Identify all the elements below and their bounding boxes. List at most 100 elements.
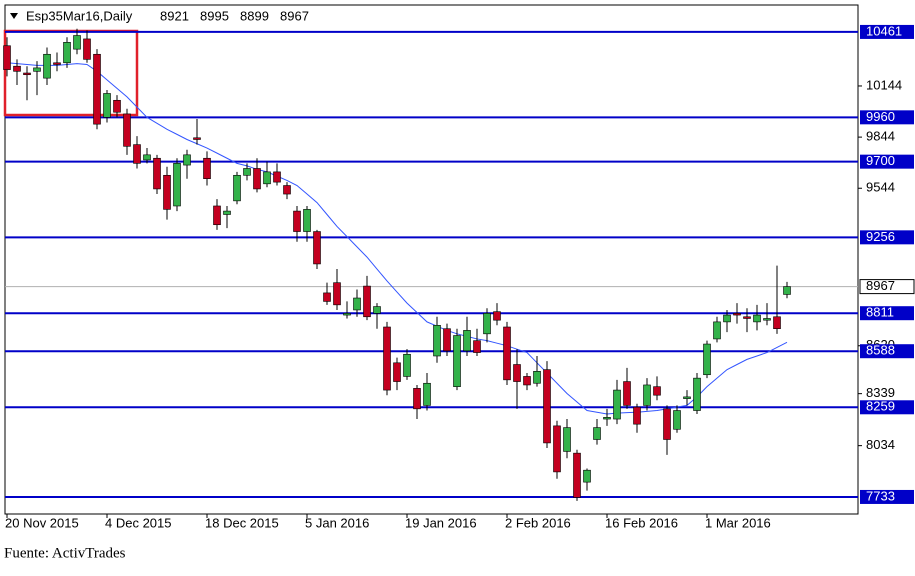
candle-body bbox=[663, 408, 671, 440]
candle-body bbox=[153, 157, 161, 190]
source: Fuente: ActivTrades bbox=[4, 545, 126, 561]
candle-body bbox=[453, 335, 461, 387]
candle-body bbox=[533, 371, 541, 384]
level-label-box bbox=[860, 489, 914, 504]
candle-body bbox=[223, 210, 231, 215]
candle-body bbox=[723, 314, 731, 323]
candle-body bbox=[513, 364, 521, 382]
candle-body bbox=[433, 324, 441, 357]
x-tick-label: 16 Feb 2016 bbox=[605, 515, 678, 530]
x-tick-label: 2 Feb 2016 bbox=[505, 515, 571, 530]
candle-body bbox=[493, 311, 501, 321]
candle-body bbox=[353, 297, 361, 311]
candle-body bbox=[253, 168, 261, 190]
level-label-box bbox=[860, 400, 914, 415]
x-tick-label: 4 Dec 2015 bbox=[105, 515, 172, 530]
current-price-box bbox=[859, 279, 915, 295]
candle-body bbox=[673, 410, 681, 430]
level-label: 9700 bbox=[866, 153, 895, 168]
candle-body bbox=[483, 313, 491, 335]
candle-body bbox=[383, 326, 391, 391]
header-open: 8921 bbox=[160, 8, 189, 23]
candle-body bbox=[173, 163, 181, 207]
header-low: 8899 bbox=[240, 8, 269, 23]
candle-body bbox=[583, 469, 591, 483]
candle-body bbox=[693, 377, 701, 411]
candle-body bbox=[373, 306, 381, 314]
level-label-box bbox=[860, 110, 914, 125]
candle-body bbox=[323, 292, 331, 302]
x-tick-label: 19 Jan 2016 bbox=[405, 515, 477, 530]
candle-body bbox=[763, 318, 771, 321]
candle-body bbox=[343, 313, 351, 316]
candle-body bbox=[43, 53, 51, 79]
candle-body bbox=[303, 209, 311, 232]
candle-body bbox=[733, 313, 741, 316]
candle-body bbox=[613, 389, 621, 420]
y-tick-label: 9844 bbox=[866, 129, 895, 144]
candle-body bbox=[603, 417, 611, 420]
level-label: 9256 bbox=[866, 229, 895, 244]
candle-body bbox=[643, 384, 651, 406]
candle-body bbox=[213, 205, 221, 226]
candle-body bbox=[13, 65, 21, 72]
candle-body bbox=[363, 285, 371, 318]
candle-body bbox=[553, 425, 561, 473]
candle-body bbox=[193, 137, 201, 140]
level-label-box bbox=[860, 154, 914, 169]
level-label-box bbox=[860, 24, 914, 39]
level-label-box bbox=[860, 230, 914, 245]
header-close: 8967 bbox=[280, 8, 309, 23]
candle-body bbox=[163, 174, 171, 210]
candle-body bbox=[783, 286, 791, 295]
candle-body bbox=[123, 113, 131, 147]
current-price-label: 8967 bbox=[866, 278, 895, 293]
plot-frame bbox=[4, 4, 859, 515]
candle-body bbox=[393, 362, 401, 382]
level-label: 8588 bbox=[866, 343, 895, 358]
candle-body bbox=[93, 53, 101, 125]
candle-body bbox=[593, 427, 601, 440]
level-label: 10461 bbox=[866, 23, 902, 38]
candle-body bbox=[103, 93, 111, 118]
y-tick-label: 10144 bbox=[866, 77, 902, 92]
level-label: 7733 bbox=[866, 488, 895, 503]
y-tick-label: 8339 bbox=[866, 385, 895, 400]
y-tick-label: 8034 bbox=[866, 437, 895, 452]
candle-body bbox=[703, 343, 711, 376]
x-tick-label: 1 Mar 2016 bbox=[705, 515, 771, 530]
candle-body bbox=[263, 171, 271, 185]
candle-body bbox=[293, 210, 301, 232]
candle-body bbox=[113, 99, 121, 113]
candle-body bbox=[133, 144, 141, 164]
level-label-box bbox=[860, 306, 914, 321]
candle-body bbox=[283, 185, 291, 195]
candle-body bbox=[523, 376, 531, 386]
x-tick-label: 18 Dec 2015 bbox=[205, 515, 279, 530]
candle-body bbox=[313, 231, 321, 265]
menu-arrow bbox=[10, 13, 18, 19]
candle-body bbox=[543, 369, 551, 444]
candle-body bbox=[3, 45, 11, 70]
candle-body bbox=[473, 340, 481, 353]
candle-body bbox=[203, 157, 211, 180]
x-tick-label: 20 Nov 2015 bbox=[5, 515, 79, 530]
candle-body bbox=[423, 382, 431, 406]
candle-body bbox=[23, 72, 31, 76]
candle-body bbox=[403, 353, 411, 377]
candle-body bbox=[73, 35, 81, 50]
chart-title: Esp35Mar16,Daily bbox=[26, 8, 133, 23]
candle-body bbox=[743, 316, 751, 319]
x-tick-label: 5 Jan 2016 bbox=[305, 515, 369, 530]
candle-body bbox=[33, 67, 41, 72]
candle-body bbox=[243, 168, 251, 176]
moving-average bbox=[6, 62, 788, 415]
candle-body bbox=[53, 62, 61, 65]
candle-body bbox=[443, 328, 451, 352]
candle-body bbox=[623, 381, 631, 406]
header-high: 8995 bbox=[200, 8, 229, 23]
candle-body bbox=[413, 388, 421, 410]
candle-body bbox=[563, 427, 571, 452]
candle-body bbox=[233, 174, 241, 202]
